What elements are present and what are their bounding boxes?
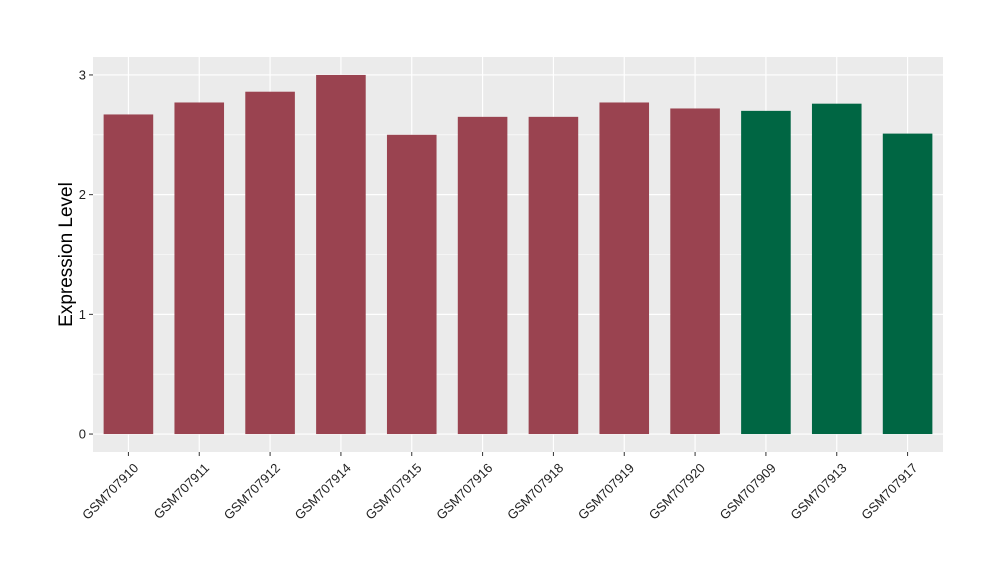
bar	[882, 133, 933, 435]
x-tick-label: GSM707913	[787, 460, 849, 522]
bar	[741, 110, 791, 435]
y-tick-label: 0	[79, 427, 86, 442]
bars-group	[103, 74, 933, 435]
y-tick-label: 2	[79, 187, 86, 202]
bar	[386, 134, 437, 435]
y-tick-label: 1	[79, 307, 86, 322]
x-axis: GSM707910 GSM707911 GSM707912 GSM707914 GSM7…	[79, 452, 920, 523]
bar	[316, 74, 366, 435]
y-axis-label: Expression Level	[56, 182, 77, 327]
y-tick-label: 3	[79, 67, 86, 82]
x-tick-label: GSM707912	[221, 460, 283, 522]
x-tick-label: GSM707919	[575, 460, 637, 522]
bar	[457, 116, 508, 435]
bar	[811, 103, 862, 435]
minor-gridlines	[93, 134, 943, 375]
bar	[174, 102, 225, 435]
bar	[103, 114, 154, 435]
x-tick-label: GSM707910	[79, 460, 141, 522]
x-tick-label: GSM707918	[504, 460, 566, 522]
x-tick-label: GSM707916	[433, 460, 495, 522]
bar	[245, 91, 295, 435]
x-tick-label: GSM707920	[646, 460, 708, 522]
x-tick-label: GSM707914	[292, 460, 354, 522]
x-tick-label: GSM707911	[151, 460, 213, 522]
bar	[670, 108, 720, 435]
x-tick-label: GSM707915	[362, 460, 424, 522]
x-tick-label: GSM707909	[717, 460, 779, 522]
bar	[599, 102, 650, 435]
bar	[528, 116, 579, 435]
y-axis: 0 1 2 3	[79, 67, 93, 442]
x-tick-label: GSM707917	[858, 460, 920, 522]
